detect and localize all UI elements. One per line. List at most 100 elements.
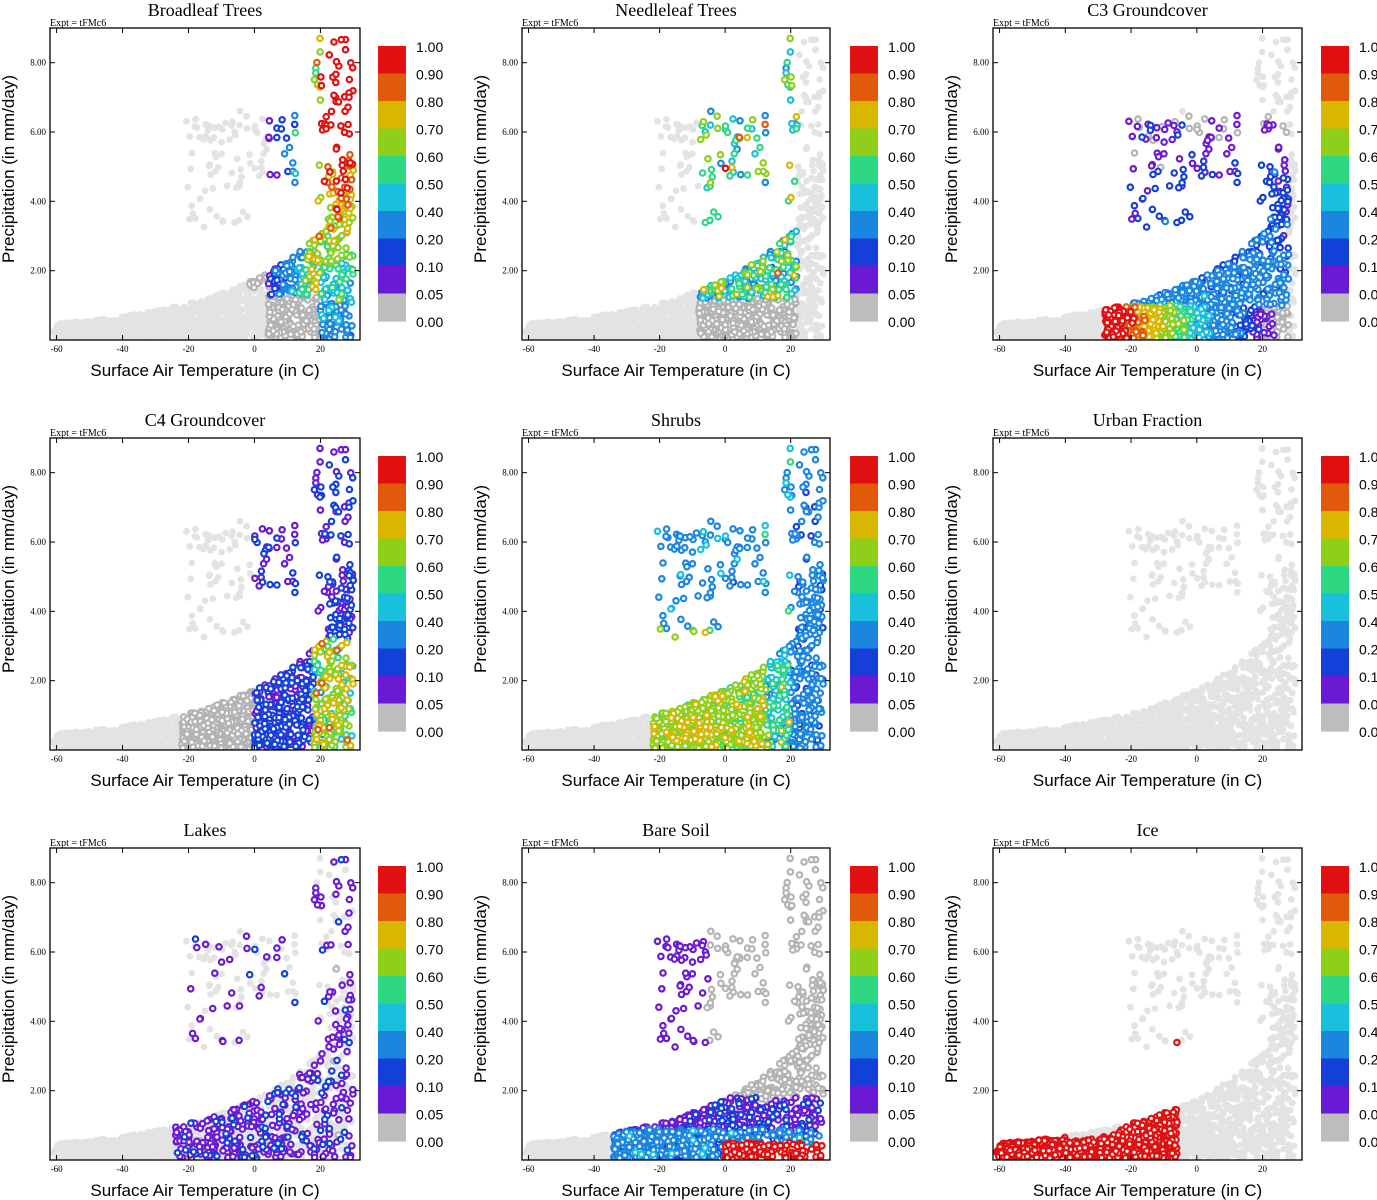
background-point xyxy=(188,328,196,336)
data-point xyxy=(787,232,796,241)
background-point xyxy=(1286,121,1294,128)
data-point xyxy=(269,327,278,335)
data-point xyxy=(714,212,722,221)
background-point xyxy=(807,189,815,197)
background-point xyxy=(794,163,802,171)
background-point xyxy=(191,308,199,315)
data-point xyxy=(1284,320,1293,329)
data-point xyxy=(699,285,708,294)
data-point xyxy=(342,244,350,252)
background-point xyxy=(655,183,663,191)
x-tick-label: -60 xyxy=(523,344,535,354)
data-point xyxy=(322,125,331,133)
data-point xyxy=(302,317,311,325)
colorbar-label: 0.40 xyxy=(888,204,915,220)
data-point xyxy=(709,208,718,216)
background-point xyxy=(803,237,811,244)
data-point xyxy=(1153,123,1161,132)
background-point xyxy=(201,187,209,195)
data-point xyxy=(769,311,777,319)
data-point xyxy=(328,283,337,292)
background-point xyxy=(798,257,805,265)
scatter-points xyxy=(50,34,358,340)
background-point xyxy=(602,332,610,340)
background-point xyxy=(657,133,665,140)
y-tick-label: 8.00 xyxy=(30,58,46,68)
background-point xyxy=(641,327,648,335)
data-point xyxy=(1233,178,1241,187)
background-point xyxy=(243,124,251,132)
data-point xyxy=(1185,124,1194,133)
data-point xyxy=(780,75,789,84)
background-point xyxy=(683,168,690,175)
data-point xyxy=(1224,134,1233,142)
data-point xyxy=(346,150,354,159)
background-point xyxy=(690,218,698,225)
background-point xyxy=(630,306,638,314)
background-point xyxy=(802,70,810,78)
data-point xyxy=(706,107,715,116)
background-point xyxy=(1073,332,1081,340)
background-point xyxy=(684,212,692,220)
data-point xyxy=(266,170,274,179)
background-point xyxy=(192,316,200,323)
colorbar-swatch xyxy=(850,73,878,102)
background-point xyxy=(215,123,223,131)
data-point xyxy=(341,310,350,318)
colorbar-label: 0.90 xyxy=(416,67,443,83)
data-point xyxy=(345,209,353,218)
background-point xyxy=(131,332,138,340)
data-point xyxy=(1281,167,1290,175)
background-point xyxy=(1254,64,1262,72)
data-point xyxy=(786,96,795,104)
background-point xyxy=(172,311,180,319)
background-point xyxy=(234,328,242,336)
background-point xyxy=(244,307,252,315)
data-point xyxy=(736,170,745,179)
y-axis-label: Precipitation (in mm/day) xyxy=(471,75,490,263)
background-point xyxy=(55,329,62,337)
data-point xyxy=(342,320,351,329)
background-point xyxy=(694,182,702,190)
data-point xyxy=(1274,143,1283,152)
background-point xyxy=(798,224,806,232)
data-point xyxy=(1155,212,1164,221)
background-point xyxy=(196,195,204,203)
data-point xyxy=(695,309,704,318)
data-point xyxy=(285,143,294,152)
data-point xyxy=(347,298,356,307)
data-point xyxy=(327,257,336,266)
background-point xyxy=(682,332,689,340)
background-point xyxy=(686,123,694,131)
data-point xyxy=(297,328,305,336)
data-point xyxy=(772,248,781,256)
background-point xyxy=(544,331,552,339)
background-point xyxy=(92,316,100,324)
data-point xyxy=(325,325,334,334)
background-point xyxy=(815,219,823,227)
background-point xyxy=(803,177,810,185)
data-point xyxy=(768,285,777,294)
data-point xyxy=(290,120,299,129)
background-point xyxy=(808,36,815,44)
background-point xyxy=(818,176,826,184)
background-point xyxy=(1041,317,1048,324)
background-point xyxy=(622,310,630,318)
data-point xyxy=(264,133,273,142)
data-point xyxy=(1266,163,1274,171)
data-point xyxy=(325,51,334,59)
data-point xyxy=(343,224,352,233)
background-point xyxy=(819,214,827,222)
background-point xyxy=(810,167,817,175)
background-point xyxy=(663,316,671,323)
background-point xyxy=(574,327,582,335)
background-point xyxy=(814,184,821,192)
background-point xyxy=(260,140,268,148)
background-point xyxy=(678,171,685,178)
background-point xyxy=(800,38,808,46)
data-point xyxy=(1185,112,1193,121)
data-point xyxy=(326,249,335,257)
data-point xyxy=(289,322,298,331)
background-point xyxy=(795,215,803,223)
